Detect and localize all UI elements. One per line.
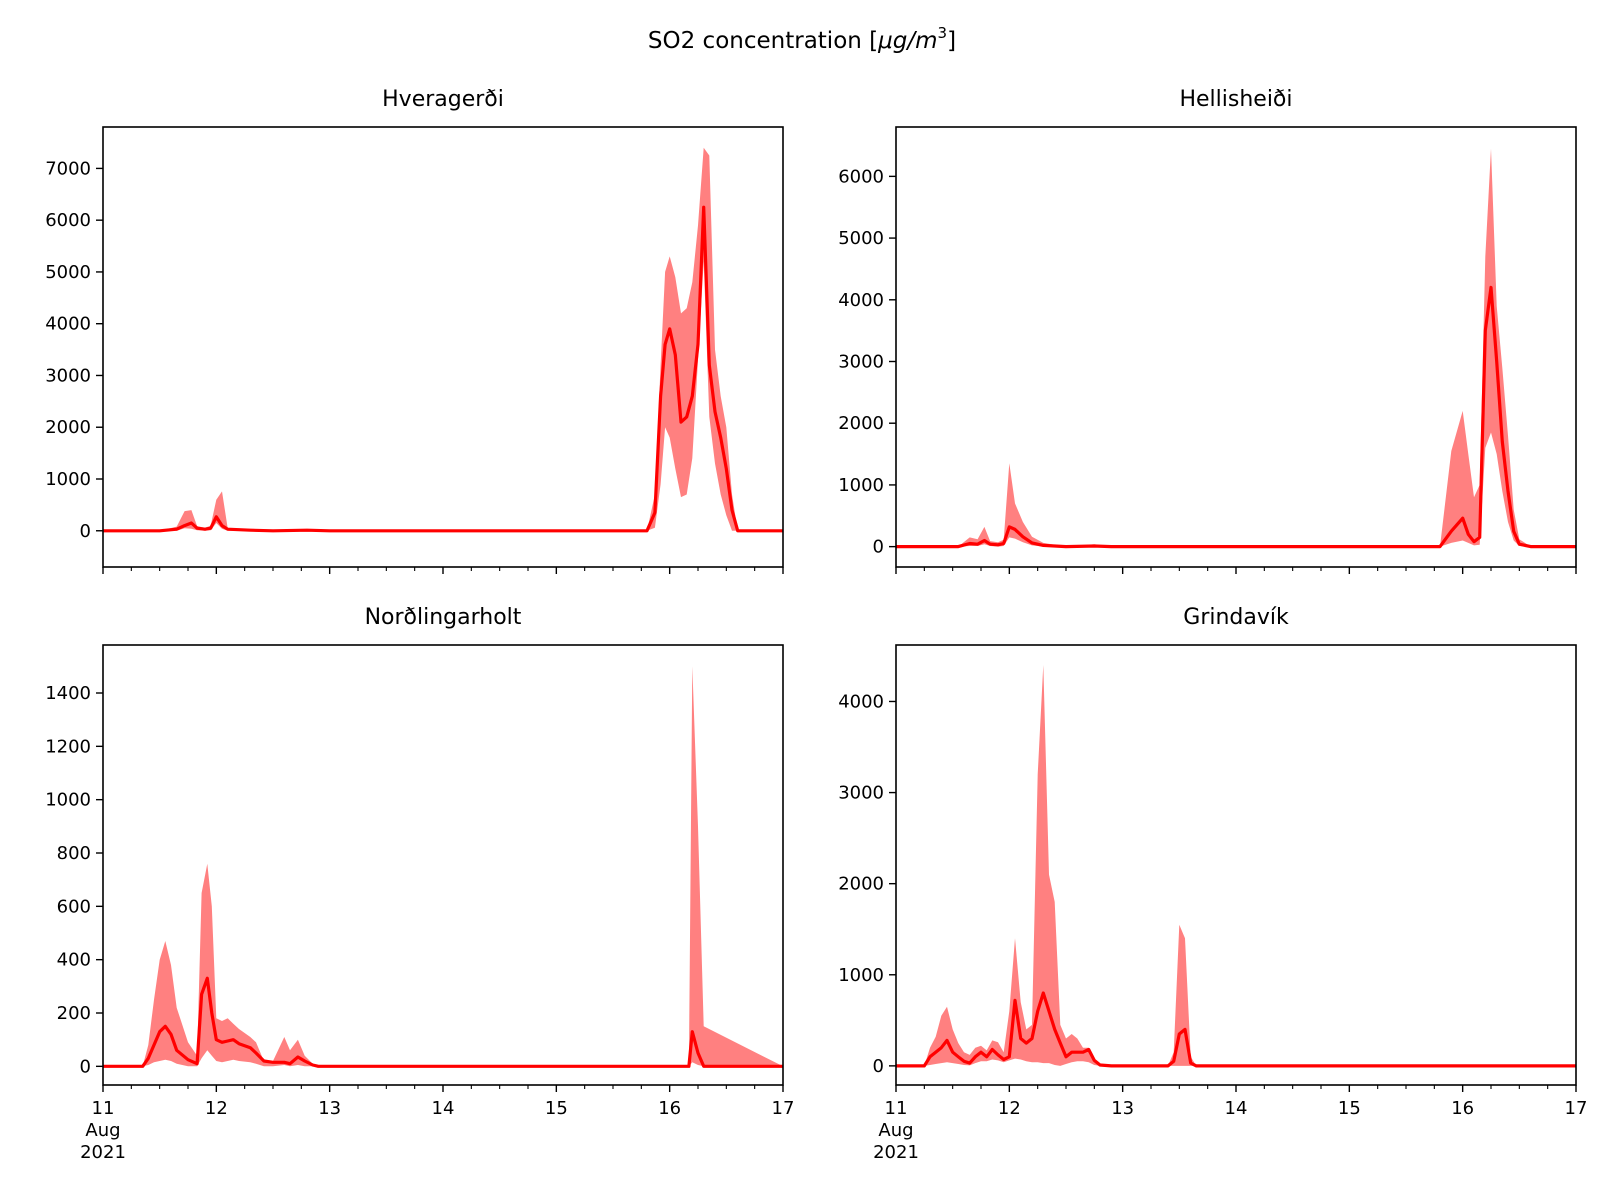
y-tick-label: 3000 (45, 365, 91, 386)
plot-area (103, 666, 783, 1068)
y-tick-label: 2000 (838, 874, 884, 895)
x-tick-month-label: Aug (878, 1120, 913, 1141)
y-tick-label: 3000 (838, 352, 884, 373)
y-tick-label: 7000 (45, 158, 91, 179)
x-tick-label: 17 (772, 1098, 795, 1119)
concentration-line (896, 991, 1576, 1068)
y-tick-label: 4000 (45, 314, 91, 335)
y-tick-label: 1000 (838, 475, 884, 496)
x-tick-label: 11 (885, 1098, 908, 1119)
y-tick-label: 1000 (45, 469, 91, 490)
y-tick-label: 4000 (838, 691, 884, 712)
x-tick-year-label: 2021 (873, 1142, 919, 1163)
y-tick-label: 0 (80, 1056, 91, 1077)
subplot-3: Norðlingarholt 0 200 400 600 800 1000 1200 1400 1… (45, 605, 794, 1163)
uncertainty-band (896, 148, 1576, 547)
x-tick-label: 14 (1225, 1098, 1248, 1119)
subplot-panels: Hveragerði01000200030004000500060007000H… (45, 87, 1587, 1163)
y-tick-label: 6000 (838, 166, 884, 187)
plot-area (896, 665, 1576, 1068)
x-tick-label: 11 (92, 1098, 115, 1119)
y-tick-label: 800 (57, 843, 91, 864)
x-tick-label: 16 (658, 1098, 681, 1119)
x-tick-label: 12 (205, 1098, 228, 1119)
subplot-title: Hellisheiði (1179, 87, 1292, 112)
x-tick-label: 13 (1111, 1098, 1134, 1119)
y-tick-label: 1400 (45, 683, 91, 704)
y-tick-label: 2000 (838, 413, 884, 434)
x-tick-label: 15 (1338, 1098, 1361, 1119)
concentration-line (103, 205, 783, 533)
y-tick-label: 4000 (838, 290, 884, 311)
y-tick-label: 600 (57, 896, 91, 917)
subplot-1: Hveragerði 0 1000 2000 3000 4000 5000 6000 7000 (45, 87, 784, 574)
x-tick-label: 15 (545, 1098, 568, 1119)
y-tick-label: 5000 (45, 262, 91, 283)
x-tick-label: 14 (432, 1098, 455, 1119)
x-tick-year-label: 2021 (80, 1142, 126, 1163)
x-tick-label: 12 (998, 1098, 1021, 1119)
y-tick-label: 6000 (45, 210, 91, 231)
y-tick-label: 2000 (45, 417, 91, 438)
uncertainty-band (103, 666, 783, 1067)
subplot-title: Hveragerði (382, 87, 504, 112)
x-tick-label: 17 (1565, 1098, 1588, 1119)
plot-area (103, 147, 783, 533)
x-tick-month-label: Aug (85, 1120, 120, 1141)
subplot-2: Hellisheiði 0 1000 2000 3000 4000 5000 6000 (838, 87, 1577, 574)
x-tick-label: 16 (1451, 1098, 1474, 1119)
y-tick-label: 5000 (838, 228, 884, 249)
y-tick-label: 3000 (838, 783, 884, 804)
subplot-title: Norðlingarholt (365, 605, 522, 630)
y-tick-label: 0 (80, 521, 91, 542)
x-tick-label: 13 (318, 1098, 341, 1119)
y-tick-label: 200 (57, 1003, 91, 1024)
y-tick-label: 1200 (45, 736, 91, 757)
y-tick-label: 0 (873, 1056, 884, 1077)
y-tick-label: 1000 (838, 965, 884, 986)
y-tick-label: 1000 (45, 790, 91, 811)
concentration-line (896, 285, 1576, 549)
y-tick-label: 0 (873, 537, 884, 558)
concentration-line (103, 976, 783, 1068)
figure-suptitle: SO2 concentration [μg/m3] (648, 24, 956, 54)
plot-area (896, 148, 1576, 549)
subplot-title: Grindavík (1183, 605, 1289, 630)
y-tick-label: 400 (57, 950, 91, 971)
